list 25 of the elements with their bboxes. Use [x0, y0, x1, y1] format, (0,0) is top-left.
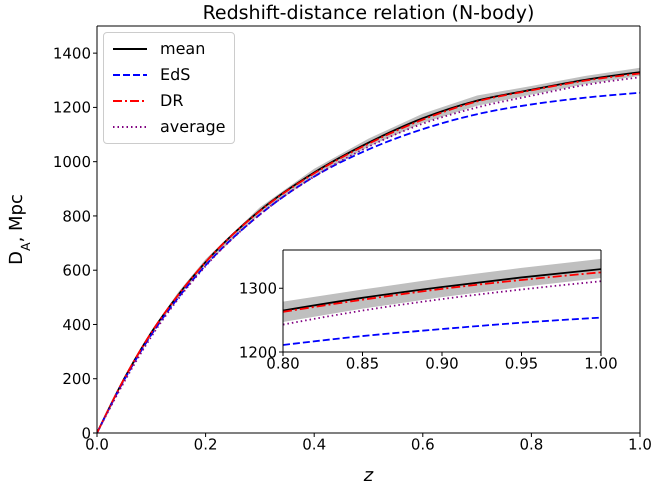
- x-tick-label: 0.8: [519, 436, 544, 454]
- y-tick-label: 800: [62, 207, 91, 226]
- x-tick-label: 1.0: [628, 436, 652, 454]
- line-series: [283, 280, 601, 326]
- y-tick-label: 200: [62, 370, 91, 388]
- line-series: [283, 316, 601, 346]
- x-axis-title: z: [362, 465, 374, 483]
- y-tick-label: 1200: [52, 98, 91, 117]
- x-tick-label: 0.2: [194, 436, 218, 454]
- legend-label: mean: [160, 39, 206, 59]
- y-tick-label: 1000: [52, 153, 91, 171]
- x-tick-label: 0.90: [425, 354, 459, 373]
- y-tick-label: 600: [62, 262, 91, 280]
- x-tick-label: 0.6: [410, 436, 435, 454]
- y-tick-label: 1400: [52, 44, 91, 62]
- legend-label: EdS: [160, 65, 190, 85]
- x-tick-label: 0.95: [504, 354, 538, 373]
- legend-label: average: [160, 117, 226, 137]
- y-tick-label: 1300: [238, 280, 277, 298]
- legend-label: DR: [160, 91, 184, 111]
- x-tick-label: 0.4: [302, 436, 326, 454]
- x-tick-label: 0.85: [346, 354, 380, 373]
- x-tick-label: 1.00: [584, 354, 618, 373]
- y-tick-label: 400: [62, 316, 91, 334]
- chart-title: Redshift-distance relation (N-body): [202, 2, 536, 24]
